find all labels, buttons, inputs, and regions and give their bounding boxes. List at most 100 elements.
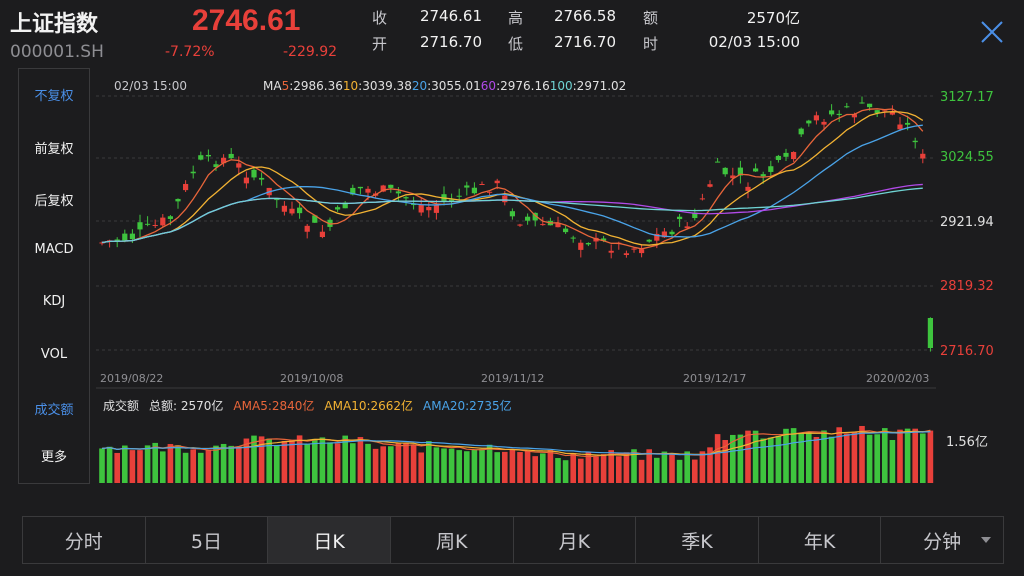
sidebar-item-turnover[interactable]: 成交额 bbox=[34, 403, 74, 418]
sidebar-item-vol[interactable]: VOL bbox=[40, 347, 68, 362]
volume-bar bbox=[410, 444, 417, 483]
change-percent: -7.72% bbox=[165, 44, 215, 60]
index-code: 000001.SH bbox=[10, 42, 104, 62]
volume-bar bbox=[296, 435, 303, 483]
date-tick-label: 2020/02/03 bbox=[866, 372, 929, 385]
candle bbox=[365, 188, 371, 193]
close-icon[interactable] bbox=[978, 18, 1006, 46]
candle bbox=[661, 231, 667, 238]
index-name: 上证指数 bbox=[10, 12, 99, 37]
price-tick-label: 2716.70 bbox=[940, 344, 994, 359]
candle bbox=[775, 155, 781, 160]
volume-bar bbox=[502, 451, 508, 483]
ma-legend-label: MA bbox=[263, 79, 282, 93]
volume-legend-item: AMA20:2735亿 bbox=[423, 398, 512, 413]
open-label: 开 bbox=[372, 35, 388, 53]
change-amount: -229.92 bbox=[283, 44, 338, 60]
tab-intraday[interactable]: 分时 bbox=[23, 517, 146, 563]
volume-bar bbox=[555, 458, 561, 483]
volume-bar bbox=[692, 459, 698, 483]
volume-bar bbox=[676, 459, 683, 483]
ma-legend-value: :2971.02 bbox=[573, 79, 627, 93]
tab-minute[interactable]: 分钟 bbox=[881, 517, 1003, 563]
price-tick-label: 3024.55 bbox=[940, 150, 994, 165]
volume-bar bbox=[684, 451, 690, 483]
date-axis: 2019/08/22 2019/10/08 2019/11/12 2019/12/17… bbox=[100, 372, 929, 385]
candle bbox=[791, 151, 797, 160]
volume-bar bbox=[448, 448, 455, 483]
volume-bar bbox=[745, 430, 751, 483]
candle bbox=[183, 183, 189, 191]
sidebar-item-kdj[interactable]: KDJ bbox=[42, 294, 66, 309]
candle bbox=[623, 253, 629, 256]
candle bbox=[456, 195, 462, 197]
tab-daily-k[interactable]: 日K bbox=[268, 517, 391, 563]
candle bbox=[608, 250, 614, 253]
candle bbox=[122, 233, 128, 241]
sidebar-item-backward-adjust[interactable]: 后复权 bbox=[34, 194, 74, 209]
candle bbox=[335, 207, 341, 210]
candle bbox=[494, 180, 500, 184]
candle bbox=[570, 237, 576, 239]
volume-bar bbox=[752, 430, 759, 483]
price-tick-label: 2921.94 bbox=[940, 215, 994, 230]
candle bbox=[737, 167, 743, 176]
tab-yearly-k[interactable]: 年K bbox=[759, 517, 882, 563]
candle bbox=[289, 208, 295, 214]
sidebar-item-more[interactable]: 更多 bbox=[40, 450, 67, 465]
sidebar-item-no-adjust[interactable]: 不复权 bbox=[34, 89, 74, 104]
chevron-down-icon[interactable] bbox=[981, 537, 991, 543]
volume-bar bbox=[920, 433, 926, 483]
sidebar-item-forward-adjust[interactable]: 前复权 bbox=[34, 142, 74, 157]
candle bbox=[357, 186, 363, 189]
candlestick-series bbox=[99, 96, 933, 352]
volume-bar bbox=[540, 453, 546, 483]
candle bbox=[677, 216, 683, 220]
candle bbox=[646, 239, 652, 242]
tab-quarterly-k[interactable]: 季K bbox=[636, 517, 759, 563]
volume-bar bbox=[889, 440, 896, 483]
volume-bar bbox=[220, 443, 227, 483]
candle bbox=[198, 155, 204, 160]
volume-bar bbox=[904, 428, 911, 483]
volume-bar bbox=[593, 456, 599, 483]
volume-bar bbox=[790, 428, 797, 483]
volume-bar bbox=[570, 453, 576, 483]
volume-bar bbox=[304, 444, 310, 483]
volume-bar bbox=[844, 433, 850, 483]
volume-bar bbox=[775, 435, 782, 483]
period-tabs: 分时 5日 日K 周K 月K 季K 年K 分钟 bbox=[22, 516, 1004, 564]
volume-bar bbox=[426, 441, 432, 483]
candle bbox=[874, 110, 880, 114]
volume-bar bbox=[334, 443, 341, 483]
candle bbox=[418, 205, 424, 213]
volume-bar bbox=[388, 446, 394, 483]
candle bbox=[380, 185, 386, 192]
tab-weekly-k[interactable]: 周K bbox=[391, 517, 514, 563]
open-value: 2716.70 bbox=[419, 33, 482, 51]
volume-bar bbox=[874, 434, 880, 483]
amount-label: 额 bbox=[643, 9, 659, 27]
tab-5day[interactable]: 5日 bbox=[146, 517, 269, 563]
chart-timestamp: 02/03 15:00 bbox=[114, 79, 187, 93]
candle bbox=[479, 184, 485, 186]
date-tick-label: 2019/12/17 bbox=[683, 372, 746, 385]
kline-chart[interactable]: 02/03 15:00 MA5:2986.3610:3039.3820:3055… bbox=[96, 68, 1024, 488]
price-tick-label: 2819.32 bbox=[940, 279, 994, 294]
candle bbox=[889, 111, 895, 115]
ma-legend-period: 5 bbox=[282, 79, 290, 93]
candle bbox=[259, 177, 265, 180]
volume-bar bbox=[403, 442, 409, 483]
candle bbox=[388, 184, 394, 188]
candle bbox=[578, 242, 584, 250]
volume-bar bbox=[327, 442, 333, 483]
candle bbox=[905, 122, 911, 125]
candle bbox=[722, 167, 728, 175]
ma-line bbox=[101, 108, 924, 250]
sidebar-item-macd[interactable]: MACD bbox=[34, 242, 74, 257]
volume-bar bbox=[661, 451, 668, 483]
volume-bar bbox=[547, 450, 554, 483]
tab-monthly-k[interactable]: 月K bbox=[514, 517, 637, 563]
candle bbox=[585, 242, 591, 245]
volume-bar bbox=[486, 444, 493, 483]
